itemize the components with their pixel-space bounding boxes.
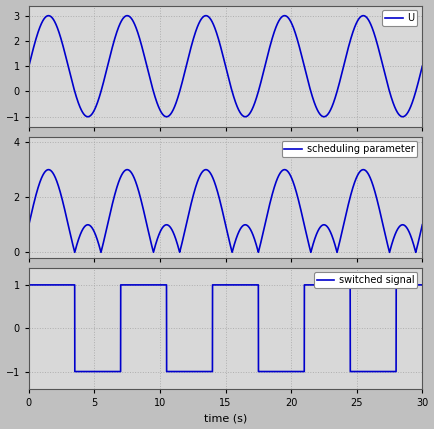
switched signal <box>26 282 31 287</box>
switched signal <box>120 282 125 287</box>
switched signal <box>420 282 425 287</box>
Legend: switched signal: switched signal <box>314 272 418 288</box>
switched signal <box>174 369 180 374</box>
U <box>174 97 180 102</box>
scheduling parameter <box>122 169 127 174</box>
Legend: scheduling parameter: scheduling parameter <box>282 142 418 157</box>
X-axis label: time (s): time (s) <box>204 414 247 423</box>
switched signal <box>72 369 77 374</box>
scheduling parameter <box>120 171 125 176</box>
U <box>400 114 405 119</box>
U <box>417 76 422 81</box>
switched signal <box>122 282 127 287</box>
Line: scheduling parameter: scheduling parameter <box>29 169 422 252</box>
scheduling parameter <box>203 167 208 172</box>
scheduling parameter <box>361 167 366 172</box>
switched signal <box>417 282 422 287</box>
Legend: U: U <box>382 10 418 26</box>
scheduling parameter <box>387 250 392 255</box>
U <box>361 13 366 18</box>
scheduling parameter <box>174 241 180 246</box>
switched signal <box>203 369 208 374</box>
scheduling parameter <box>417 236 422 241</box>
U <box>120 17 125 22</box>
scheduling parameter <box>26 222 31 227</box>
scheduling parameter <box>118 175 123 181</box>
U <box>203 13 208 18</box>
U <box>122 15 127 20</box>
scheduling parameter <box>420 222 425 227</box>
U <box>118 21 123 26</box>
U <box>420 63 425 69</box>
Line: switched signal: switched signal <box>29 285 422 372</box>
switched signal <box>118 369 123 374</box>
Line: U: U <box>29 16 422 117</box>
U <box>26 63 31 69</box>
